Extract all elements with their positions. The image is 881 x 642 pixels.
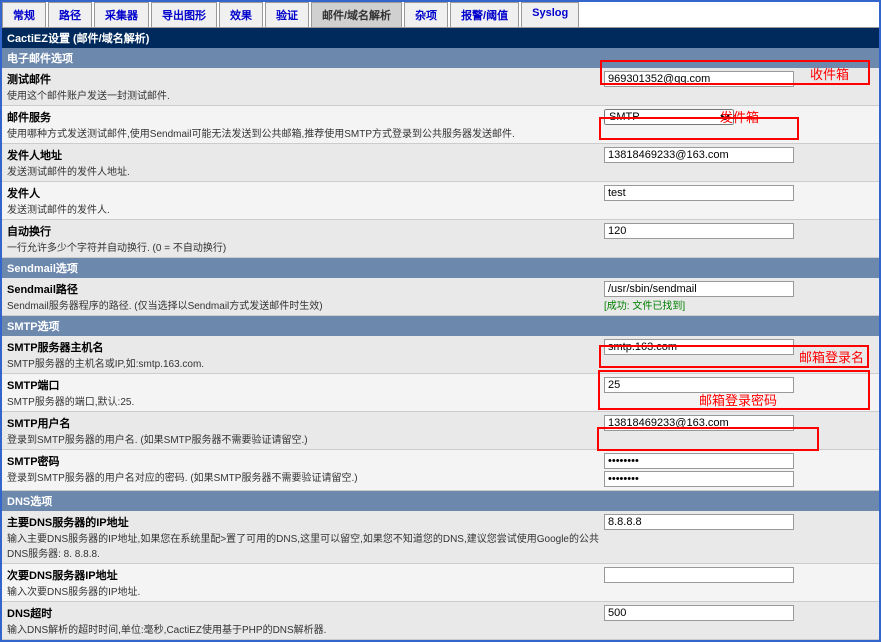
subsection-email: 电子邮件选项 <box>2 48 879 68</box>
label-dns-timeout: DNS超时 <box>7 605 604 621</box>
row-smtp-port: SMTP端口SMTP服务器的端口,默认:25. <box>2 374 879 412</box>
input-auto-wrap[interactable] <box>604 223 794 239</box>
input-dns-secondary[interactable] <box>604 567 794 583</box>
label-smtp-user: SMTP用户名 <box>7 415 604 431</box>
row-sender-name: 发件人发送测试邮件的发件人. <box>2 182 879 220</box>
label-sender-name: 发件人 <box>7 185 604 201</box>
label-test-mail: 测试邮件 <box>7 71 604 87</box>
input-smtp-port[interactable] <box>604 377 794 393</box>
input-sender-addr[interactable] <box>604 147 794 163</box>
row-test-mail: 测试邮件使用这个邮件账户发送一封测试邮件. <box>2 68 879 106</box>
row-sender-addr: 发件人地址发送测试邮件的发件人地址. <box>2 144 879 182</box>
row-sendmail-path: Sendmail路径Sendmail服务器程序的路径. (仅当选择以Sendma… <box>2 278 879 316</box>
input-smtp-pass[interactable] <box>604 453 794 469</box>
desc-sender-name: 发送测试邮件的发件人. <box>7 201 604 216</box>
label-sender-addr: 发件人地址 <box>7 147 604 163</box>
desc-dns-secondary: 输入次要DNS服务器的IP地址. <box>7 583 604 598</box>
input-smtp-user[interactable] <box>604 415 794 431</box>
row-smtp-pass: SMTP密码登录到SMTP服务器的用户名对应的密码. (如果SMTP服务器不需要… <box>2 450 879 491</box>
label-smtp-pass: SMTP密码 <box>7 453 604 469</box>
desc-mail-service: 使用哪种方式发送测试邮件,使用Sendmail可能无法发送到公共邮箱,推荐使用S… <box>7 125 604 140</box>
input-dns-timeout[interactable] <box>604 605 794 621</box>
sendmail-success: [成功: 文件已找到] <box>604 297 685 312</box>
tab-0[interactable]: 常规 <box>2 2 46 27</box>
subsection-smtp: SMTP选项 <box>2 316 879 336</box>
tab-2[interactable]: 采集器 <box>94 2 149 27</box>
desc-dns-primary: 输入主要DNS服务器的IP地址,如果您在系统里配>置了可用的DNS,这里可以留空… <box>7 530 604 560</box>
desc-smtp-port: SMTP服务器的端口,默认:25. <box>7 393 604 408</box>
tab-1[interactable]: 路径 <box>48 2 92 27</box>
select-mail-service[interactable]: SMTP <box>604 109 734 125</box>
label-smtp-port: SMTP端口 <box>7 377 604 393</box>
label-dns-primary: 主要DNS服务器的IP地址 <box>7 514 604 530</box>
input-smtp-pass-confirm[interactable] <box>604 471 794 487</box>
row-mail-service: 邮件服务使用哪种方式发送测试邮件,使用Sendmail可能无法发送到公共邮箱,推… <box>2 106 879 144</box>
label-mail-service: 邮件服务 <box>7 109 604 125</box>
tab-7[interactable]: 杂项 <box>404 2 448 27</box>
desc-smtp-host: SMTP服务器的主机名或IP,如:smtp.163.com. <box>7 355 604 370</box>
label-dns-secondary: 次要DNS服务器IP地址 <box>7 567 604 583</box>
desc-auto-wrap: 一行允许多少个字符并自动换行. (0 = 不自动换行) <box>7 239 604 254</box>
row-smtp-user: SMTP用户名登录到SMTP服务器的用户名. (如果SMTP服务器不需要验证请留… <box>2 412 879 450</box>
section-header: CactiEZ设置 (邮件/域名解析) <box>2 28 879 48</box>
input-smtp-host[interactable] <box>604 339 794 355</box>
input-dns-primary[interactable] <box>604 514 794 530</box>
subsection-sendmail: Sendmail选项 <box>2 258 879 278</box>
tab-9[interactable]: Syslog <box>521 2 579 27</box>
desc-smtp-user: 登录到SMTP服务器的用户名. (如果SMTP服务器不需要验证请留空.) <box>7 431 604 446</box>
tab-4[interactable]: 效果 <box>219 2 263 27</box>
row-auto-wrap: 自动换行一行允许多少个字符并自动换行. (0 = 不自动换行) <box>2 220 879 258</box>
desc-smtp-pass: 登录到SMTP服务器的用户名对应的密码. (如果SMTP服务器不需要验证请留空.… <box>7 469 604 484</box>
tab-bar: 常规路径采集器导出图形效果验证邮件/域名解析杂项报警/阈值Syslog <box>2 2 879 28</box>
tab-6[interactable]: 邮件/域名解析 <box>311 2 402 27</box>
tab-3[interactable]: 导出图形 <box>151 2 217 27</box>
tab-5[interactable]: 验证 <box>265 2 309 27</box>
label-auto-wrap: 自动换行 <box>7 223 604 239</box>
tab-8[interactable]: 报警/阈值 <box>450 2 519 27</box>
label-smtp-host: SMTP服务器主机名 <box>7 339 604 355</box>
row-dns-timeout: DNS超时输入DNS解析的超时时间,单位:毫秒,CactiEZ使用基于PHP的D… <box>2 602 879 640</box>
row-dns-secondary: 次要DNS服务器IP地址输入次要DNS服务器的IP地址. <box>2 564 879 602</box>
label-sendmail-path: Sendmail路径 <box>7 281 604 297</box>
input-sender-name[interactable] <box>604 185 794 201</box>
desc-test-mail: 使用这个邮件账户发送一封测试邮件. <box>7 87 604 102</box>
input-sendmail-path[interactable] <box>604 281 794 297</box>
subsection-dns: DNS选项 <box>2 491 879 511</box>
desc-sendmail-path: Sendmail服务器程序的路径. (仅当选择以Sendmail方式发送邮件时生… <box>7 297 604 312</box>
desc-sender-addr: 发送测试邮件的发件人地址. <box>7 163 604 178</box>
input-test-mail[interactable] <box>604 71 794 87</box>
row-smtp-host: SMTP服务器主机名SMTP服务器的主机名或IP,如:smtp.163.com. <box>2 336 879 374</box>
desc-dns-timeout: 输入DNS解析的超时时间,单位:毫秒,CactiEZ使用基于PHP的DNS解析器… <box>7 621 604 636</box>
